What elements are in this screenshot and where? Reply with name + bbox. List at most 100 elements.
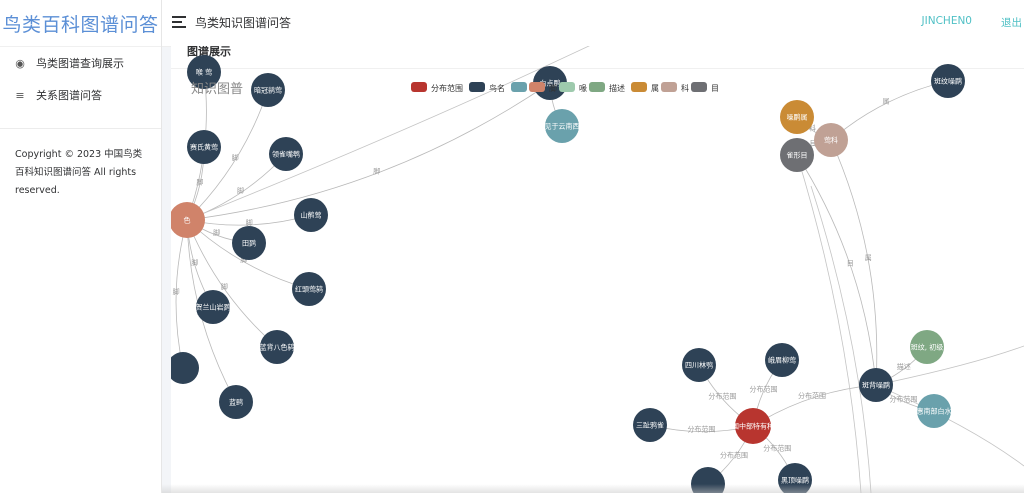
legend-swatch[interactable]: [411, 82, 427, 92]
graph-node[interactable]: 三趾鸦雀: [633, 408, 667, 442]
graph-node-circle[interactable]: [219, 385, 253, 419]
graph-node-circle[interactable]: [171, 352, 199, 384]
knowledge-graph[interactable]: 脚脚脚脚脚脚脚脚脚脚脚脚科目属属目描述分布范围分布范围分布范围分布范围分布范围分…: [171, 46, 1024, 493]
graph-node[interactable]: 蓝背八色鸫: [260, 330, 295, 364]
legend-label[interactable]: 喙: [579, 83, 587, 93]
graph-node-circle[interactable]: [251, 73, 285, 107]
graph-node[interactable]: 红頭莺鸫: [292, 272, 326, 306]
graph-node-circle[interactable]: [633, 408, 667, 442]
legend-label[interactable]: 鸟名: [489, 83, 505, 93]
copyright-text: Copyright © 2023 中国鸟类百科知识图谱问答 All rights…: [15, 149, 143, 196]
graph-node-circle[interactable]: [780, 100, 814, 134]
graph-edge: [186, 219, 278, 348]
graph-node[interactable]: 田鹨: [232, 226, 266, 260]
graph-edge: [875, 384, 1024, 467]
graph-edge-label: 分布范围: [720, 451, 748, 460]
graph-node[interactable]: 雀形目: [780, 138, 814, 172]
legend-swatch[interactable]: [529, 82, 545, 92]
graph-node-circle[interactable]: [196, 290, 230, 324]
graph-node-circle[interactable]: [917, 394, 951, 428]
graph-node[interactable]: 蓝鹀: [219, 385, 253, 419]
graph-edge-label: 属: [882, 97, 889, 105]
graph-node-label: 见于云南西: [545, 122, 580, 131]
graph-node[interactable]: 斑纹噪鹛: [931, 64, 965, 98]
legend-label[interactable]: 目: [711, 84, 719, 93]
graph-edge-label: 目: [847, 259, 854, 267]
graph-node-label: 噪鹛属: [787, 113, 808, 122]
graph-node-circle[interactable]: [187, 55, 221, 89]
graph-node[interactable]: 峨眉柳莺: [765, 343, 799, 377]
legend-swatch[interactable]: [631, 82, 647, 92]
graph-edge: [186, 89, 269, 221]
graph-node[interactable]: 斑纹, 初级: [910, 330, 944, 364]
graph-edge-label: 分布范围: [763, 443, 791, 452]
graph-node-circle[interactable]: [910, 330, 944, 364]
graph-edge: [186, 82, 551, 221]
graph-node[interactable]: 暗冠鹟莺: [251, 73, 285, 107]
graph-node-circle[interactable]: [931, 64, 965, 98]
graph-node[interactable]: 国中部特有种: [732, 408, 774, 444]
graph-node-circle[interactable]: [545, 109, 579, 143]
user-name[interactable]: JINCHEN0: [921, 15, 972, 27]
graph-node[interactable]: 莺科: [814, 123, 848, 157]
legend-label[interactable]: 分布范围: [431, 83, 463, 93]
graph-node-circle[interactable]: [294, 198, 328, 232]
card-title: 图谱展示: [187, 46, 231, 58]
graph-node-label: 蓝背八色鸫: [260, 343, 295, 352]
app-logo[interactable]: 鸟类百科图谱问答: [0, 0, 161, 47]
graph-node-circle[interactable]: [269, 137, 303, 171]
graph-node[interactable]: [171, 352, 199, 384]
sidebar-item-graph-query[interactable]: ◉ 鸟类图谱查询展示: [0, 47, 161, 79]
graph-node-circle[interactable]: [682, 348, 716, 382]
graph-node[interactable]: 惠南部白水: [917, 394, 952, 428]
legend-label[interactable]: 科: [681, 83, 689, 93]
graph-node-circle[interactable]: [780, 138, 814, 172]
graph-edge-label: 分布范围: [798, 391, 826, 400]
graph-node[interactable]: 山鹡莺: [294, 198, 328, 232]
graph-node-circle[interactable]: [292, 272, 326, 306]
graph-node-label: 喉 莺: [196, 68, 212, 77]
graph-node-circle[interactable]: [171, 202, 205, 238]
legend-swatch[interactable]: [661, 82, 677, 92]
graph-node[interactable]: 噪鹛属: [780, 100, 814, 134]
graph-edge-label: 分布范围: [889, 394, 917, 403]
graph-node[interactable]: 见于云南西: [545, 109, 580, 143]
legend-swatch[interactable]: [559, 82, 575, 92]
sidebar-item-label: 鸟类图谱查询展示: [36, 57, 124, 70]
graph-node[interactable]: 贺兰山岩鹨: [196, 290, 231, 324]
graph-node[interactable]: 领雀嘴鹎: [269, 137, 303, 171]
legend-swatch[interactable]: [469, 82, 485, 92]
legend-label[interactable]: 描述: [609, 83, 625, 93]
graph-edge-label: 脚: [246, 218, 253, 227]
legend-label[interactable]: 脚: [549, 83, 557, 93]
graph-node[interactable]: 色: [171, 202, 205, 238]
graph-edge-label: 脚: [196, 178, 203, 187]
graph-edge-label: 脚: [221, 282, 228, 291]
graph-node-label: 山鹡莺: [301, 211, 322, 220]
logout-link[interactable]: 退出: [1001, 17, 1022, 29]
graph-node-label: 斑纹, 初级: [911, 343, 943, 352]
legend-label[interactable]: 属: [651, 84, 659, 93]
graph-node-circle[interactable]: [814, 123, 848, 157]
graph-node-circle[interactable]: [859, 368, 893, 402]
graph-edge-label: 脚: [213, 228, 220, 237]
graph-node-circle[interactable]: [765, 343, 799, 377]
graph-node-circle[interactable]: [735, 408, 771, 444]
graph-node[interactable]: 四川林鸮: [682, 348, 716, 382]
palette-icon: ◉: [15, 56, 25, 70]
graph-node[interactable]: 赛氏黄莺: [187, 130, 221, 164]
legend-swatch[interactable]: [589, 82, 605, 92]
graph-node-circle[interactable]: [232, 226, 266, 260]
graph-node[interactable]: 喉 莺: [187, 55, 221, 89]
graph-node[interactable]: 斑背噪鹛: [859, 368, 893, 402]
graph-edge-label: 属: [865, 254, 872, 262]
graph-node-circle[interactable]: [260, 330, 294, 364]
legend-swatch[interactable]: [691, 82, 707, 92]
header-title: 鸟类知识图谱问答: [195, 16, 292, 30]
sidebar-item-relation-qa[interactable]: ≡ 关系图谱问答: [0, 79, 161, 111]
graph-node-circle[interactable]: [187, 130, 221, 164]
graph-edge: [830, 80, 949, 141]
menu-toggle-icon[interactable]: [172, 16, 186, 28]
legend-swatch[interactable]: [511, 82, 527, 92]
graph-node-label: 斑纹噪鹛: [934, 77, 962, 86]
